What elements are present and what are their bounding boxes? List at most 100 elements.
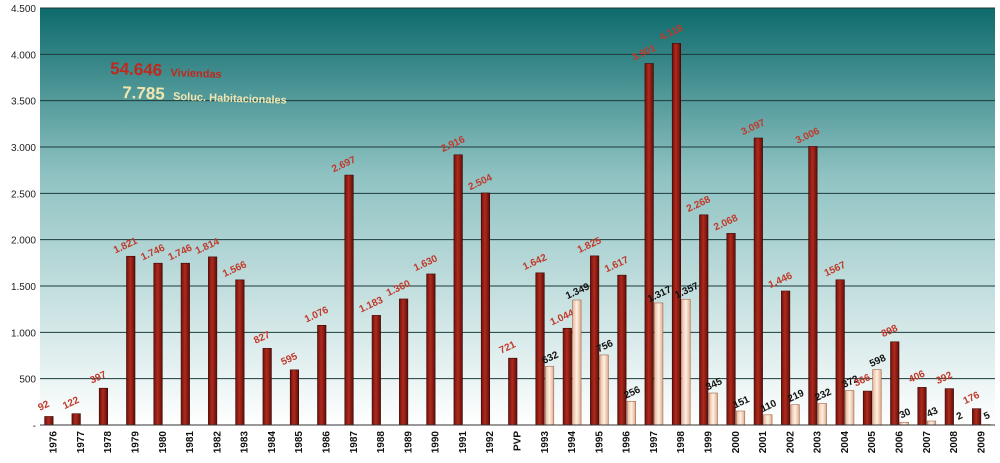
y-tick-label: 1.500 <box>11 282 36 293</box>
x-tick-label: 1984 <box>267 431 278 454</box>
x-tick-label: 1983 <box>240 431 251 454</box>
bar-viviendas <box>808 146 818 426</box>
bar-viviendas <box>453 154 463 426</box>
total-soluciones-label: 7.785 Soluc. Habitacionales <box>122 83 287 108</box>
y-tick-label: 3.500 <box>11 97 36 108</box>
data-label-soluciones: 5 <box>982 410 992 423</box>
x-tick-label: 2007 <box>922 431 933 454</box>
bar-viviendas <box>317 324 327 426</box>
x-tick-label: 1998 <box>676 431 687 454</box>
bar-soluciones <box>763 414 773 426</box>
x-tick-label: 2008 <box>949 431 960 454</box>
x-tick-label: 2001 <box>758 431 769 454</box>
bar-soluciones <box>654 302 664 426</box>
y-tick-label: 1.000 <box>11 328 36 339</box>
x-tick-label: 1982 <box>212 431 223 454</box>
total-viviendas-label: 54.646 Viviendas <box>110 59 222 82</box>
bar-viviendas <box>699 214 709 426</box>
x-tick-label: 2002 <box>785 431 796 454</box>
y-tick-label: 3.000 <box>11 143 36 154</box>
bar-viviendas <box>753 137 763 426</box>
bar-viviendas <box>208 256 218 426</box>
bar-soluciones <box>790 404 800 426</box>
x-tick-label: 1979 <box>131 431 142 454</box>
x-tick-label: 1997 <box>649 431 660 454</box>
total-soluciones-text: Soluc. Habitacionales <box>173 91 287 107</box>
bar-viviendas <box>344 174 354 426</box>
x-tick-label: 1996 <box>622 431 633 454</box>
bar-viviendas <box>426 273 436 426</box>
x-tick-label: 2006 <box>895 431 906 454</box>
bar-viviendas <box>508 357 518 426</box>
bar-viviendas <box>590 255 600 426</box>
bar-viviendas <box>562 327 572 426</box>
bar-viviendas <box>972 408 982 426</box>
bar-soluciones <box>708 392 718 426</box>
x-tick-label: 2003 <box>813 431 824 454</box>
x-tick-label: 1991 <box>458 431 469 454</box>
bar-soluciones <box>817 403 827 426</box>
x-tick-label: 1985 <box>294 431 305 454</box>
x-tick-label: 1995 <box>594 431 605 454</box>
x-tick-label: 1980 <box>158 431 169 454</box>
bar-soluciones <box>599 354 609 426</box>
bar-viviendas <box>862 390 873 426</box>
total-viviendas-text: Viviendas <box>170 67 222 81</box>
bar-viviendas <box>480 192 491 426</box>
x-tick-label: 1990 <box>431 431 442 454</box>
y-tick-label: 4.000 <box>11 50 36 61</box>
bar-viviendas <box>944 388 954 426</box>
x-axis: 1976 1977 1978 1979 1980 1981 1982 1983 1984 1985… <box>49 431 988 454</box>
bar-viviendas <box>262 348 272 426</box>
x-tick-label: 1992 <box>485 431 496 454</box>
bar-viviendas <box>917 387 927 426</box>
bar-viviendas <box>126 255 136 426</box>
x-tick-label: 2004 <box>840 431 851 454</box>
total-viviendas-value: 54.646 <box>110 59 163 80</box>
bar-viviendas <box>835 279 845 426</box>
gridlines <box>40 7 995 380</box>
y-tick-label: 4.500 <box>11 4 36 15</box>
bar-soluciones <box>544 366 555 426</box>
x-tick-label: 1987 <box>349 431 360 454</box>
bar-viviendas <box>535 272 545 426</box>
bar-soluciones <box>681 298 691 426</box>
bar-viviendas <box>617 274 627 426</box>
y-tick-label: 2.500 <box>11 189 36 200</box>
bar-viviendas <box>781 290 791 426</box>
y-tick-label: 2.000 <box>11 236 36 247</box>
bar-viviendas <box>671 43 682 426</box>
bar-viviendas <box>289 369 300 426</box>
bar-viviendas <box>399 298 409 426</box>
x-tick-label: 1994 <box>567 431 578 454</box>
bar-soluciones <box>926 420 937 426</box>
x-tick-label: 1976 <box>49 431 60 454</box>
bar-viviendas <box>71 413 81 426</box>
bar-viviendas <box>180 262 190 426</box>
bar-viviendas <box>235 279 245 426</box>
x-tick-label: 1988 <box>376 431 387 454</box>
y-axis: - 500 1.000 1.500 2.000 2.500 3.000 3.500 4.000 4… <box>11 4 36 432</box>
data-label-viviendas: 92 <box>36 399 51 414</box>
x-tick-label: 1981 <box>185 431 196 454</box>
x-tick-label: 2000 <box>731 431 742 454</box>
data-label-soluciones: 2 <box>955 410 965 423</box>
bar-viviendas <box>153 262 163 426</box>
data-label-soluciones: 30 <box>898 406 913 421</box>
x-tick-label: 2009 <box>976 431 987 454</box>
bar-soluciones <box>735 410 746 426</box>
bar-soluciones <box>572 299 582 426</box>
x-tick-label: PVP <box>513 431 524 451</box>
x-tick-label: 1977 <box>76 431 87 454</box>
x-tick-label: 1999 <box>704 431 715 454</box>
x-tick-label: 2005 <box>867 431 878 454</box>
total-soluciones-value: 7.785 <box>122 83 165 103</box>
x-tick-label: 1993 <box>540 431 551 454</box>
bar-soluciones <box>872 369 882 426</box>
x-tick-label: 1989 <box>403 431 414 454</box>
x-tick-label: 1978 <box>103 431 114 454</box>
y-tick-label: - <box>33 421 36 432</box>
bar-viviendas <box>726 233 736 426</box>
x-tick-label: 1986 <box>322 431 333 454</box>
